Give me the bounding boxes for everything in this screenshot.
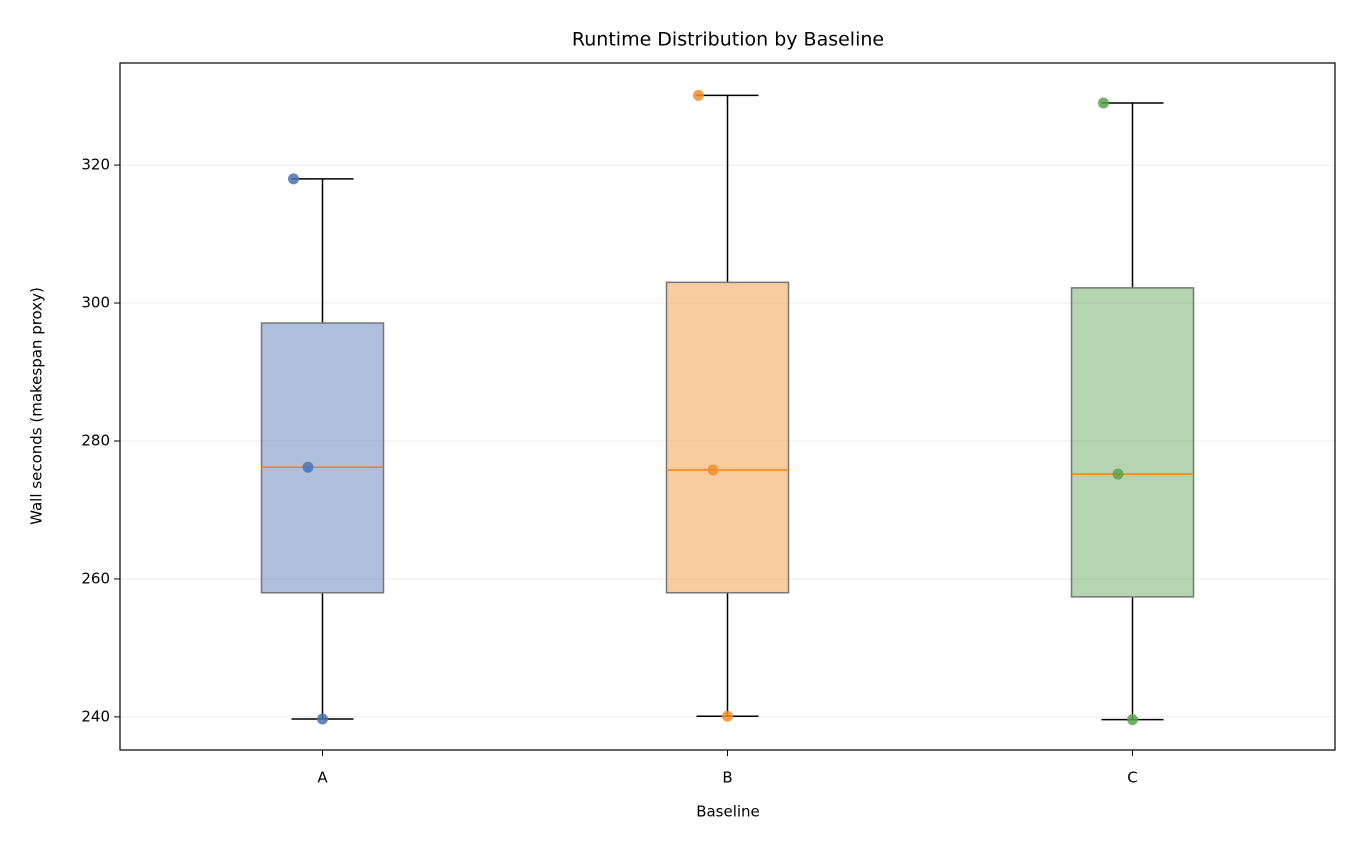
- y-tick-label: 240: [81, 707, 110, 725]
- data-point: [693, 89, 704, 101]
- box: [1070, 287, 1195, 598]
- data-point: [1098, 97, 1109, 109]
- y-axis-label: Wall seconds (makespan proxy): [28, 287, 46, 525]
- data-point: [288, 173, 299, 185]
- x-axis-label: Baseline: [696, 803, 760, 821]
- chart-title: Runtime Distribution by Baseline: [572, 29, 884, 51]
- x-tick-label: A: [317, 769, 328, 787]
- x-tick-label: C: [1127, 769, 1137, 787]
- data-point: [1112, 468, 1124, 480]
- data-point: [1127, 714, 1138, 726]
- y-tick-label: 280: [81, 431, 110, 449]
- data-point: [722, 710, 733, 722]
- y-tick-label: 260: [81, 569, 110, 587]
- plot-frame: [119, 62, 1336, 751]
- data-point: [317, 713, 328, 725]
- box: [665, 281, 790, 594]
- y-tick-label: 320: [81, 156, 110, 174]
- data-point: [302, 461, 314, 473]
- box: [260, 322, 385, 594]
- x-tick-label: B: [722, 769, 732, 787]
- y-tick-label: 300: [81, 294, 110, 312]
- data-point: [707, 464, 719, 476]
